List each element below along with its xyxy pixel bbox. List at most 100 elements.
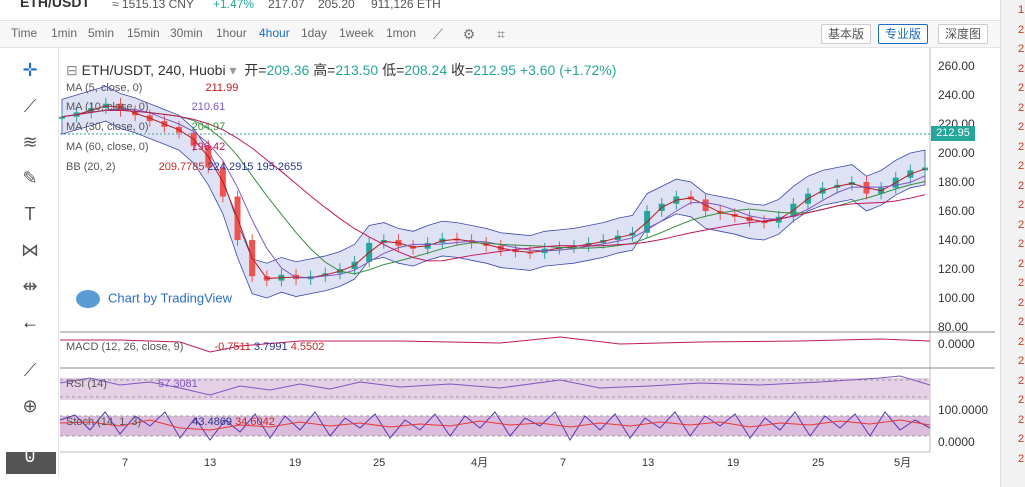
tf-time[interactable]: Time (11, 26, 38, 40)
x-tick: 7 (560, 457, 566, 469)
brush-icon[interactable]: ✎ (22, 168, 38, 188)
crosshair-icon[interactable]: ✛ (22, 60, 38, 80)
order-row-fragment: 2 (1018, 238, 1025, 250)
legend-ma10[interactable]: MA (10, close, 0) 210.61 (66, 101, 226, 113)
order-row-fragment: 2 (1018, 23, 1025, 36)
tf-4hour[interactable]: 4hour (259, 26, 290, 40)
order-row-fragment: 2 (1018, 43, 1025, 55)
symbol-label[interactable]: ETH/USDT, 240, Huobi (81, 62, 226, 78)
measure-icon[interactable]: ⇹ (22, 276, 38, 296)
legend-ma60[interactable]: MA (60, close, 0) 196.42 (66, 141, 226, 153)
x-tick: 4月 (471, 457, 488, 469)
cny-price: ≈ 1515.13 CNY (112, 0, 194, 11)
indicator-icon[interactable]: ⟋ (433, 26, 443, 42)
text-icon[interactable]: T (24, 204, 36, 224)
low-label: 低= (382, 62, 405, 78)
low-value: 208.24 (404, 62, 448, 78)
order-row-fragment: 2 (1018, 335, 1025, 348)
rsi-line (59, 375, 931, 396)
order-row-fragment: 2 (1018, 316, 1025, 328)
view-depth-button[interactable]: 深度图 (938, 24, 989, 44)
settings-icon[interactable]: ⚙ (462, 26, 476, 42)
x-tick: 13 (204, 457, 216, 469)
legend-bb[interactable]: BB (20, 2) 209.7785 224.2915 195.2655 (66, 161, 303, 173)
order-row-fragment: 2 (1018, 413, 1025, 426)
legend-rsi[interactable]: RSI (14) 57.3081 (66, 378, 198, 390)
price-chart[interactable]: 260.00 240.00 220.00 200.00 180.00 160.0… (0, 0, 1000, 487)
change-value: +3.60 (+1.72%) (519, 62, 617, 78)
order-row-fragment: 2 (1018, 101, 1025, 114)
order-row-fragment: 2 (1018, 452, 1025, 465)
x-tick: 7 (122, 457, 128, 469)
ticker-summary: ETH/USDT ≈ 1515.13 CNY +1.47% 217.07 205… (0, 0, 1000, 18)
legend-ma5[interactable]: MA (5, close, 0) 211.99 (66, 82, 239, 94)
order-row-fragment: 2 (1018, 160, 1025, 172)
order-row-fragment: 2 (1018, 140, 1025, 153)
low-24h: 205.20 (318, 0, 355, 11)
open-label: 开= (244, 62, 267, 78)
change-percent: +1.47% (213, 0, 255, 11)
high-value: 213.50 (335, 62, 379, 78)
order-row-fragment: 2 (1018, 179, 1025, 192)
order-row-fragment: 2 (1018, 82, 1025, 94)
x-tick: 13 (642, 457, 654, 469)
macd-line (60, 336, 931, 353)
order-row-fragment: 2 (1018, 62, 1025, 75)
pair-name: ETH/USDT (20, 0, 90, 10)
screenshot-icon[interactable]: ⌗ (497, 26, 505, 42)
bb-envelope (61, 85, 926, 299)
candle-body (59, 116, 65, 119)
order-row-fragment: 2 (1018, 277, 1025, 289)
magnet-icon[interactable]: ⊍ (23, 446, 37, 466)
legend-stoch[interactable]: Stoch (14, 1, 3) 43.4869 34.6042 (66, 416, 275, 428)
zoom-in-icon[interactable]: ⊕ (22, 396, 38, 416)
legend-macd[interactable]: MACD (12, 26, close, 9) -0.7511 3.7991 4… (66, 341, 325, 353)
y-tick-100: 100.00 (938, 291, 975, 305)
view-pro-button[interactable]: 专业版 (878, 24, 929, 44)
stoch-d-line (59, 419, 931, 431)
ma-line-2 (61, 109, 926, 275)
x-tick: 19 (727, 457, 739, 469)
x-tick: 19 (289, 457, 301, 469)
tf-1mon[interactable]: 1mon (386, 26, 417, 40)
tf-1week[interactable]: 1week (339, 26, 374, 40)
legend-ma30[interactable]: MA (30, close, 0) 204.97 (66, 121, 226, 133)
x-tick: 25 (812, 457, 824, 469)
high-label: 高= (313, 62, 336, 78)
fib-icon[interactable]: ≋ (22, 132, 38, 152)
order-row-fragment: 2 (1018, 199, 1025, 211)
ohlc-header: ⊟ ETH/USDT, 240, Huobi ▾ 开=209.36 高=213.… (66, 62, 617, 78)
tf-5min[interactable]: 5min (88, 26, 115, 40)
order-row-fragment: 2 (1018, 257, 1025, 270)
order-row-fragment: 2 (1018, 296, 1025, 309)
y-tick-200: 200.00 (938, 146, 975, 160)
x-tick: 25 (373, 457, 385, 469)
stoch-k-line (59, 411, 931, 441)
tf-15min[interactable]: 15min (127, 26, 160, 40)
stoch-0-tick: 0.0000 (938, 435, 975, 449)
close-label: 收= (451, 62, 474, 78)
view-basic-button[interactable]: 基本版 (821, 24, 872, 44)
y-tick-260: 260.00 (938, 59, 975, 73)
drawing-toolbar: ✛ ⟋ ≋ ✎ T ⋈ ⇹ ← ⟋ ⊕ ⊍ (0, 48, 59, 478)
tf-1hour[interactable]: 1hour (216, 26, 247, 40)
order-row-fragment: 2 (1018, 374, 1025, 387)
magnet-toggle-bg (6, 452, 56, 474)
back-arrow-icon[interactable]: ← (21, 312, 39, 332)
y-tick-240: 240.00 (938, 88, 975, 102)
ma-line-3 (61, 109, 926, 262)
last-price-badge: 212.95 (931, 126, 975, 141)
pattern-icon[interactable]: ⋈ (21, 240, 39, 260)
tf-1min[interactable]: 1min (51, 26, 78, 40)
volume-24h: 911,126 ETH (371, 0, 441, 11)
tf-1day[interactable]: 1day (301, 26, 328, 40)
close-value: 212.95 (473, 62, 517, 78)
tf-30min[interactable]: 30min (170, 26, 203, 40)
bollinger-band (61, 85, 926, 299)
ruler-icon[interactable]: ⟋ (23, 360, 37, 380)
y-tick-180: 180.00 (938, 175, 975, 189)
tradingview-watermark[interactable]: Chart by TradingView (76, 290, 232, 308)
trend-line-icon[interactable]: ⟋ (23, 96, 37, 116)
y-tick-120: 120.00 (938, 262, 975, 276)
tradingview-logo-icon (76, 290, 100, 308)
